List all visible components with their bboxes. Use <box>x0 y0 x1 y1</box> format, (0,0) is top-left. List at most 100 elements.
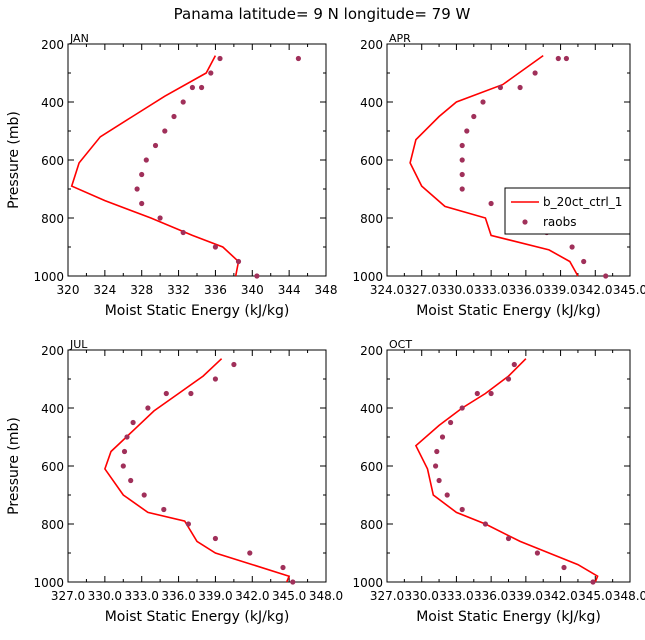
series-point-raobs <box>254 273 260 279</box>
x-tick-label: 336.0 <box>509 283 543 297</box>
x-tick-label: 340 <box>241 283 264 297</box>
x-tick-label: 330.0 <box>439 283 473 297</box>
series-point-raobs <box>139 171 145 178</box>
legend-box <box>504 187 631 235</box>
y-tick-label: 200 <box>360 344 383 358</box>
x-tick-label: 336.0 <box>161 589 195 603</box>
series-point-raobs <box>505 376 512 382</box>
x-tick-label: 339.0 <box>509 589 543 603</box>
series-point-raobs <box>488 200 494 207</box>
x-tick-label: 339.0 <box>543 283 577 297</box>
series-point-raobs <box>163 390 169 397</box>
series-point-raobs <box>130 419 136 426</box>
series-point-raobs <box>561 564 567 571</box>
panel-label: JAN <box>69 32 89 45</box>
series-point-raobs <box>488 390 494 397</box>
series-point-raobs <box>482 521 488 527</box>
y-tick-label: 1000 <box>33 270 64 284</box>
series-point-raobs <box>212 376 218 382</box>
x-tick-label: 333.0 <box>474 283 508 297</box>
y-axis-label: Pressure (mb) <box>6 417 22 515</box>
x-tick-label: 336.0 <box>474 589 508 603</box>
series-point-raobs <box>199 84 205 91</box>
x-tick-label: 324 <box>93 283 116 297</box>
y-tick-label: 400 <box>360 402 383 416</box>
x-tick-label: 344 <box>278 283 301 297</box>
series-point-raobs <box>162 128 168 134</box>
series-point-raobs <box>569 244 575 250</box>
series-point-raobs <box>581 258 587 265</box>
x-tick-label: 327.0 <box>405 283 439 297</box>
series-point-raobs <box>534 550 541 556</box>
figure-title: Panama latitude= 9 N longitude= 79 W <box>174 5 471 23</box>
x-axis-label: Moist Static Energy (kJ/kg) <box>105 609 290 625</box>
series-point-raobs <box>120 463 126 469</box>
series-point-raobs <box>231 361 237 368</box>
y-tick-label: 600 <box>360 154 383 168</box>
panel-label: APR <box>389 32 411 45</box>
y-tick-label: 600 <box>41 154 64 168</box>
x-tick-label: 342.0 <box>543 589 577 603</box>
y-tick-label: 800 <box>360 212 383 226</box>
x-tick-label: 345.0 <box>578 589 612 603</box>
series-point-raobs <box>434 448 440 455</box>
series-point-raobs <box>517 84 523 91</box>
series-point-raobs <box>433 463 439 469</box>
x-tick-label: 345.0 <box>613 283 645 297</box>
series-point-raobs <box>280 564 286 571</box>
y-tick-label: 800 <box>360 518 383 532</box>
series-point-raobs <box>124 434 130 440</box>
x-tick-label: 336 <box>204 283 227 297</box>
series-point-raobs <box>505 535 512 542</box>
panel-label: OCT <box>389 338 412 351</box>
series-point-raobs <box>128 477 134 484</box>
x-tick-label: 342.0 <box>578 283 612 297</box>
series-point-raobs <box>185 521 191 527</box>
x-tick-label: 348 <box>315 283 338 297</box>
x-axis-label: Moist Static Energy (kJ/kg) <box>416 609 601 625</box>
series-point-raobs <box>189 84 195 91</box>
y-tick-label: 400 <box>360 96 383 110</box>
x-tick-label: 327.0 <box>370 589 404 603</box>
series-point-raobs <box>247 550 253 556</box>
series-point-raobs <box>532 70 538 76</box>
series-point-raobs <box>471 113 477 120</box>
series-point-raobs <box>171 113 177 120</box>
series-point-raobs <box>152 142 159 149</box>
x-tick-label: 345.0 <box>272 589 306 603</box>
series-point-raobs <box>439 434 446 440</box>
panel-apr: APR 324.0 327.0 330.0 333.0 336.0 339.0 342.0 34… <box>352 32 645 319</box>
series-line-model <box>70 55 240 277</box>
y-tick-label: 200 <box>41 38 64 52</box>
series-point-raobs <box>459 142 465 149</box>
series-point-raobs <box>180 99 186 105</box>
series-point-raobs <box>555 55 561 62</box>
plot-frame <box>386 349 631 583</box>
series-point-raobs <box>161 506 167 513</box>
series-point-raobs <box>480 99 486 105</box>
x-axis-label: Moist Static Energy (kJ/kg) <box>416 303 601 319</box>
legend-label-model: b_20ct_ctrl_1 <box>543 195 622 209</box>
series-point-raobs <box>212 244 218 250</box>
x-tick-label: 348.0 <box>613 589 645 603</box>
y-tick-label: 200 <box>360 38 383 52</box>
x-tick-label: 342.0 <box>235 589 269 603</box>
series-point-raobs <box>143 157 149 163</box>
x-tick-label: 339.0 <box>198 589 232 603</box>
x-tick-label: 348.0 <box>309 589 343 603</box>
series-point-raobs <box>459 157 465 163</box>
x-tick-label: 333.0 <box>125 589 159 603</box>
series-line-model <box>409 54 579 277</box>
series-point-raobs <box>590 579 596 585</box>
series-point-raobs <box>157 215 163 221</box>
series-point-raobs <box>290 579 296 585</box>
series-point-raobs <box>497 84 503 91</box>
panels: JAN 320 324 328 332 336 340 344 348 200 400 600 800 1… <box>6 32 645 625</box>
y-tick-label: 1000 <box>352 576 383 590</box>
y-tick-label: 800 <box>41 212 64 226</box>
series-line-model <box>414 358 599 583</box>
plot-frame <box>386 43 631 277</box>
series-point-raobs <box>464 128 470 134</box>
series-point-raobs <box>212 535 218 542</box>
